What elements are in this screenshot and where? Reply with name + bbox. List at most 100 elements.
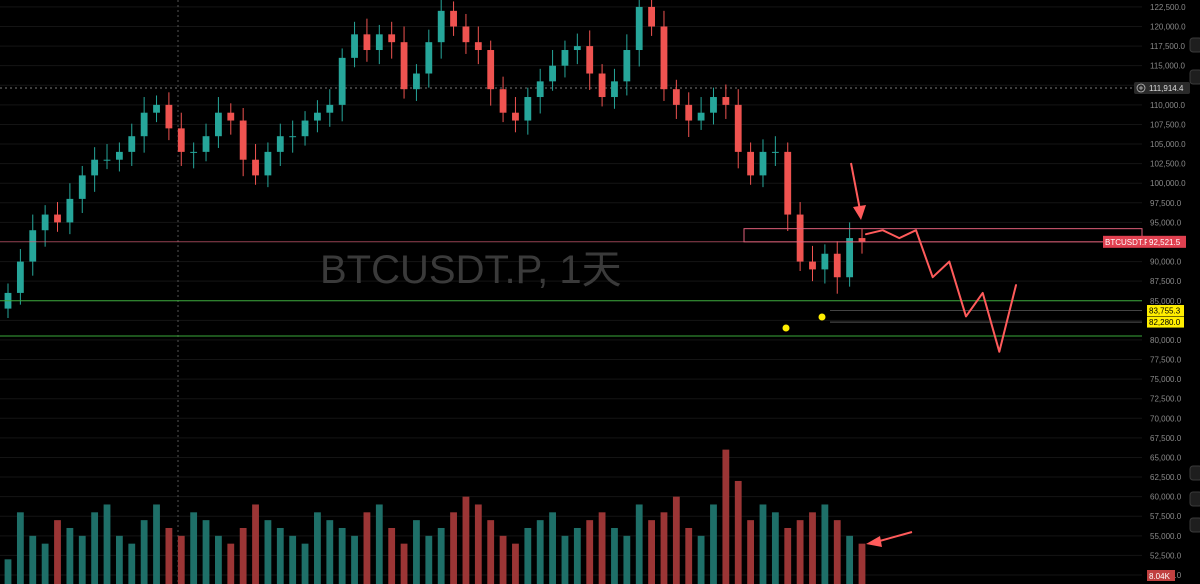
y-tick-label: 107,500.0 — [1150, 120, 1186, 129]
volume-bar — [425, 535, 433, 584]
y-tick-label: 110,000.0 — [1150, 101, 1186, 110]
candle-body — [747, 151, 755, 176]
price-tags: 111,914.4 BTCUSDT.P 92,521.5 83,755.3 82,280… — [1103, 82, 1190, 581]
candle-body — [425, 42, 433, 74]
volume-bar — [128, 543, 136, 584]
watermark: BTCUSDT.P, 1天 — [320, 248, 622, 292]
sidebar-button[interactable] — [1189, 465, 1200, 481]
sidebar-button[interactable] — [1189, 37, 1200, 53]
volume-bar — [413, 520, 420, 584]
y-tick-label: 117,500.0 — [1150, 42, 1186, 51]
volume-bar — [351, 535, 358, 584]
volume-bar — [388, 527, 396, 584]
candle-body — [771, 151, 779, 153]
candle-body — [91, 159, 99, 176]
volume-bar — [809, 512, 816, 584]
plus-icon — [1136, 83, 1146, 93]
symbol-tag-label: BTCUSDT.P — [1105, 238, 1149, 247]
volume-bar — [301, 543, 309, 584]
volume-bar — [437, 527, 445, 584]
sidebar-button[interactable] — [1189, 517, 1200, 533]
candle-body — [858, 238, 866, 242]
symbol-tag — [1103, 235, 1147, 248]
candle-body — [363, 34, 371, 51]
candle-body — [685, 104, 693, 121]
candle-body — [375, 34, 383, 51]
candle-body — [722, 97, 730, 105]
candle-body — [177, 128, 185, 152]
volume-bar — [177, 535, 185, 584]
volume-bar — [611, 527, 618, 584]
price-axis[interactable]: 122,500.0120,000.0117,500.0115,000.0112,… — [1150, 3, 1186, 580]
volume-bar — [227, 543, 235, 584]
candle-body — [153, 104, 160, 113]
candle-body — [450, 10, 457, 27]
candle-body — [264, 151, 272, 176]
projection-line — [865, 229, 1017, 353]
right-sidebar-buttons[interactable] — [1189, 37, 1200, 533]
sidebar-button[interactable] — [1189, 491, 1200, 507]
candle-body — [524, 97, 532, 121]
candle-body — [611, 81, 618, 98]
candle-body — [41, 214, 49, 231]
sidebar-button[interactable] — [1189, 69, 1200, 85]
volume-bar — [16, 512, 24, 584]
y-tick-label: 95,000.0 — [1150, 218, 1182, 227]
candle-body — [252, 159, 259, 176]
candle-body — [561, 50, 569, 66]
candle-body — [338, 57, 346, 105]
y-tick-label: 105,000.0 — [1150, 140, 1186, 149]
candle-body — [66, 198, 74, 223]
volume-bar — [833, 520, 841, 584]
arrow-left-shaft — [875, 531, 913, 543]
volume-bar — [821, 504, 829, 584]
candle-body — [276, 136, 284, 152]
candle-body — [784, 151, 792, 215]
volume-bar — [685, 527, 693, 584]
y-tick-label: 85,000.0 — [1150, 297, 1182, 306]
candle-body — [474, 42, 482, 51]
volume-bar — [140, 520, 148, 584]
volume-bar — [573, 527, 581, 584]
horizontal-levels[interactable] — [0, 228, 1143, 337]
volume-bar — [734, 480, 742, 584]
candle-body — [487, 50, 495, 90]
y-tick-label: 55,000.0 — [1150, 532, 1182, 541]
candle-body — [660, 26, 668, 90]
candle-body — [512, 112, 519, 121]
candle-body — [16, 261, 24, 293]
candle-body — [239, 120, 247, 160]
volume-bar — [276, 527, 284, 584]
y-tick-label: 102,500.0 — [1150, 160, 1186, 169]
y-tick-label: 100,000.0 — [1150, 179, 1186, 188]
candle-body — [215, 112, 222, 137]
y-tick-label: 97,500.0 — [1150, 199, 1182, 208]
volume-bar — [512, 543, 519, 584]
volume-bar — [796, 520, 804, 584]
volume-bar — [103, 504, 111, 584]
candle-body — [710, 97, 717, 113]
candle-body — [437, 10, 445, 43]
volume-bar — [363, 512, 371, 584]
candle-body — [821, 253, 829, 270]
volume-bar — [549, 512, 556, 584]
candle-body — [549, 65, 556, 82]
candle-body — [598, 73, 606, 98]
volume-bar — [400, 543, 408, 584]
candle-body — [623, 50, 631, 82]
volume-bar — [747, 520, 755, 584]
candle-body — [672, 89, 680, 105]
y-tick-label: 80,000.0 — [1150, 336, 1182, 345]
candle-body — [586, 46, 594, 74]
volume-bar — [66, 527, 74, 584]
candle-body — [314, 112, 321, 121]
low-marker-1 — [782, 324, 790, 332]
y-tick-label: 77,500.0 — [1150, 356, 1182, 365]
candle-body — [846, 238, 854, 278]
candle-body — [697, 112, 705, 121]
y-tick-label: 120,000.0 — [1150, 23, 1186, 32]
volume-bar — [78, 535, 86, 584]
candle-body — [809, 261, 816, 270]
